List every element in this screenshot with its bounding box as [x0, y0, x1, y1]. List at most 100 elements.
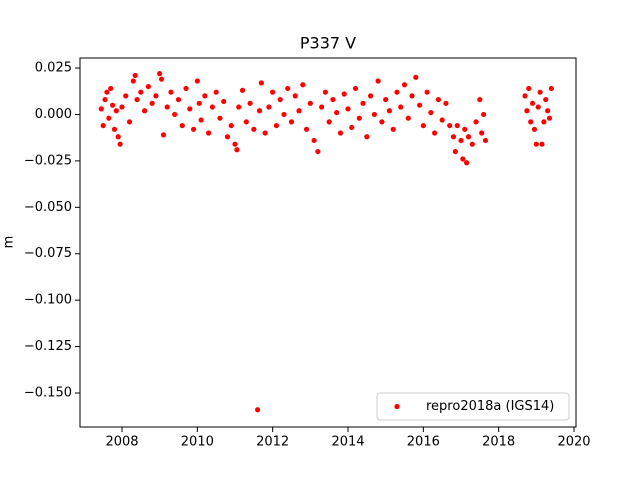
point: [420, 122, 426, 129]
point: [213, 89, 219, 95]
point: [158, 76, 165, 82]
point: [98, 106, 104, 112]
point: [334, 109, 340, 116]
point: [432, 130, 438, 136]
point: [405, 115, 411, 121]
point: [529, 100, 536, 106]
point: [134, 96, 140, 103]
point: [113, 108, 119, 114]
x-tick-label: 2014: [331, 435, 364, 450]
y-tick-label: 0.000: [35, 107, 72, 122]
point: [285, 85, 291, 92]
point: [255, 407, 261, 413]
point: [194, 78, 200, 84]
point: [533, 141, 539, 147]
point: [303, 126, 310, 132]
point: [319, 104, 325, 110]
point: [371, 111, 377, 118]
point: [132, 72, 138, 79]
point: [277, 96, 283, 103]
point: [443, 100, 449, 106]
y-tick-label: −0.150: [24, 386, 72, 401]
point: [202, 93, 208, 99]
point: [383, 96, 389, 103]
legend-box: [376, 392, 570, 421]
point: [535, 104, 541, 110]
point: [368, 93, 374, 99]
point: [292, 93, 298, 99]
point: [243, 119, 249, 125]
point: [104, 89, 110, 95]
point: [153, 93, 159, 99]
point: [123, 93, 129, 99]
point: [196, 100, 202, 106]
point: [273, 122, 280, 129]
point: [239, 87, 246, 93]
y-tick-label: −0.125: [24, 339, 72, 354]
point: [469, 141, 475, 147]
point: [460, 156, 466, 162]
point: [390, 126, 396, 132]
point: [537, 89, 543, 95]
point: [258, 80, 264, 86]
point: [473, 119, 479, 125]
point: [326, 119, 332, 125]
point: [543, 96, 549, 103]
point: [111, 126, 118, 132]
point: [300, 82, 306, 88]
point: [545, 108, 551, 114]
x-tick-label: 2020: [557, 435, 590, 450]
point: [126, 119, 133, 125]
point: [256, 108, 263, 114]
point: [375, 78, 381, 84]
point: [352, 85, 359, 92]
point: [179, 122, 185, 129]
point: [548, 85, 555, 92]
point: [100, 122, 106, 129]
point: [311, 137, 317, 144]
point: [228, 122, 234, 129]
y-tick-label: 0.025: [35, 61, 72, 76]
point: [462, 126, 468, 132]
x-tick-label: 2016: [407, 435, 440, 450]
point: [221, 98, 227, 105]
point: [288, 119, 295, 125]
x-tick-label: 2010: [181, 435, 214, 450]
point: [452, 148, 458, 155]
y-tick-label: −0.025: [24, 153, 72, 168]
point: [224, 134, 231, 140]
point: [356, 115, 362, 121]
point: [183, 85, 189, 92]
point: [458, 137, 464, 144]
y-tick-label: −0.100: [24, 293, 72, 308]
point: [450, 134, 457, 140]
point: [164, 104, 170, 110]
point: [349, 124, 355, 131]
point: [524, 108, 530, 114]
point: [464, 160, 470, 166]
point: [386, 108, 393, 114]
point: [522, 93, 528, 99]
point: [251, 126, 257, 132]
point: [345, 106, 351, 112]
point: [394, 89, 400, 95]
legend-label: repro2018a (IGS14): [426, 399, 554, 414]
point: [106, 115, 112, 121]
point: [439, 117, 445, 123]
point: [428, 109, 434, 116]
y-tick-label: −0.075: [24, 246, 72, 261]
point: [262, 130, 268, 136]
point: [546, 115, 553, 121]
point: [409, 93, 415, 99]
point: [198, 117, 204, 123]
x-tick-label: 2018: [482, 435, 515, 450]
point: [330, 96, 336, 103]
plot-frame: [79, 57, 577, 428]
point: [322, 89, 329, 95]
point: [315, 148, 321, 155]
point: [234, 147, 240, 153]
point: [435, 96, 442, 103]
point: [479, 130, 485, 136]
point: [108, 85, 114, 92]
point: [364, 134, 370, 140]
